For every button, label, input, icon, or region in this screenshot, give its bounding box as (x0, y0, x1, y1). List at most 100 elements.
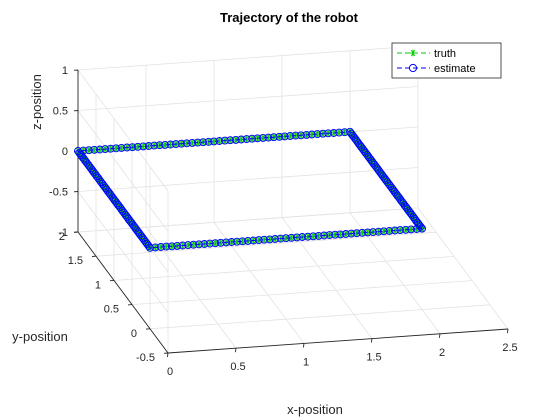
x-tick-label: 2 (439, 347, 445, 359)
grid-floor-x (417, 207, 509, 330)
estimate-point (297, 131, 305, 140)
estimate-point (205, 239, 214, 248)
estimate-point (210, 137, 218, 146)
estimate-point (346, 127, 354, 136)
estimate-point (166, 140, 175, 149)
estimate-point (144, 142, 153, 150)
estimate-point (397, 197, 406, 206)
estimate-point (354, 139, 363, 148)
estimate-point (238, 237, 247, 246)
estimate-point (95, 145, 104, 154)
estimate-point (146, 243, 154, 252)
x-axis-label: x-position (287, 402, 343, 417)
estimate-point (216, 238, 225, 247)
legend: truth estimate (391, 42, 502, 79)
estimate-point (249, 236, 258, 245)
estimate-point (226, 136, 235, 145)
estimate-point (314, 231, 323, 240)
y-tick-label: 0.5 (104, 304, 119, 316)
estimate-point (155, 141, 164, 150)
x-tick-mark (438, 333, 441, 338)
estimate-point (390, 226, 399, 235)
grid-back-z (77, 45, 419, 71)
grid-floor-y (113, 256, 455, 281)
estimate-point (204, 137, 213, 146)
estimate-point (171, 140, 180, 149)
x-tick-mark (166, 352, 169, 358)
estimate-point (369, 228, 377, 237)
y-tick-label: 1.5 (68, 255, 83, 267)
legend-asterisk (409, 49, 417, 57)
estimate-point (254, 236, 263, 245)
estimate-point (101, 183, 110, 192)
estimate-point (150, 141, 159, 150)
estimate-point (331, 230, 339, 239)
y-axis-label: y-position (12, 329, 68, 344)
estimate-point (128, 143, 137, 152)
estimate-point (358, 228, 367, 237)
estimate-point (320, 231, 329, 240)
estimate-point (231, 135, 240, 144)
estimate-point (335, 128, 344, 137)
x-tick-label: 2.5 (502, 342, 517, 354)
estimate-point (347, 229, 356, 238)
y-tick-label: 1 (95, 279, 101, 291)
z-axis-label: z-position (29, 74, 44, 130)
series-estimate-markers (74, 127, 426, 252)
estimate-point (161, 140, 169, 149)
estimate-point (243, 236, 252, 245)
estimate-point (307, 130, 316, 139)
estimate-point (291, 131, 300, 140)
x-tick-mark (370, 338, 373, 343)
estimate-point (182, 139, 191, 148)
estimate-point (340, 128, 349, 137)
estimate-point (188, 138, 197, 147)
estimate-point (318, 129, 327, 138)
estimate-point (237, 135, 246, 144)
data-layer (74, 127, 426, 252)
estimate-point (271, 235, 280, 243)
estimate-point (336, 230, 345, 239)
estimate-point (276, 234, 285, 243)
estimate-point (259, 133, 267, 142)
estimate-point (233, 237, 241, 246)
estimate-point (162, 242, 171, 251)
estimate-point (79, 146, 88, 155)
estimate-point (178, 241, 187, 250)
x-tick-mark (302, 343, 305, 348)
estimate-point (123, 212, 131, 221)
tick-labels: 0 0.5 1 1.5 2 2.5-0.500.511.52-1-0.500.51 (49, 65, 518, 378)
estimate-point (264, 133, 273, 142)
estimate-point (376, 168, 385, 177)
estimate-point (211, 239, 220, 248)
estimate-point (106, 144, 115, 153)
estimate-point (401, 225, 410, 234)
estimate-point (313, 130, 322, 139)
estimate-point (195, 240, 203, 249)
estimate-point (220, 136, 229, 145)
legend-estimate-marker (408, 63, 418, 73)
grid-back-z (77, 86, 419, 111)
x-tick-mark (234, 348, 237, 353)
series-truth-markers (74, 128, 426, 251)
estimate-point (396, 226, 405, 235)
estimate-point (369, 158, 377, 167)
z-tick-label: 0.5 (53, 106, 68, 118)
z-tick-label: 1 (62, 65, 68, 77)
y-tick-label: 0 (131, 328, 137, 340)
estimate-point (242, 135, 251, 144)
estimate-point (130, 222, 139, 231)
estimate-point (167, 242, 176, 251)
grid-layer (77, 45, 509, 354)
estimate-point (94, 174, 103, 183)
estimate-point (189, 240, 198, 249)
estimate-point (412, 216, 421, 225)
grid-floor-y (149, 304, 491, 330)
estimate-point (280, 132, 289, 141)
estimate-point (324, 129, 333, 138)
estimate-point (325, 231, 334, 240)
estimate-point (412, 225, 421, 233)
estimate-point (253, 134, 262, 143)
estimate-point (87, 164, 95, 173)
